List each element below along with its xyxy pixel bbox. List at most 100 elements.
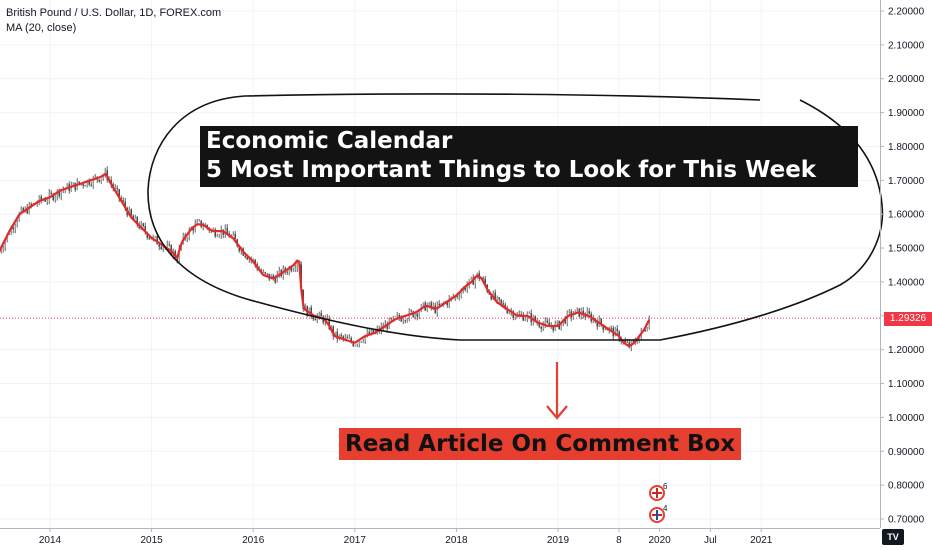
candle-body bbox=[482, 278, 484, 280]
candle-body bbox=[552, 326, 554, 331]
candle-body bbox=[186, 238, 188, 240]
candle-body bbox=[160, 246, 162, 250]
candle-body bbox=[430, 302, 432, 308]
candle-body bbox=[98, 179, 100, 182]
candle-body bbox=[4, 240, 6, 248]
candle-body bbox=[356, 344, 358, 346]
time-tick-label: 2020 bbox=[648, 535, 671, 546]
candle-body bbox=[542, 324, 544, 329]
candle-body bbox=[158, 244, 160, 247]
candle-body bbox=[414, 313, 416, 318]
candle-body bbox=[506, 309, 508, 314]
candle-body bbox=[418, 311, 420, 317]
candle-body bbox=[596, 321, 598, 327]
time-tick-label: 2019 bbox=[547, 535, 570, 546]
candle-body bbox=[460, 291, 462, 297]
candle-body bbox=[368, 331, 370, 335]
candle-body bbox=[528, 313, 530, 314]
candle-body bbox=[512, 311, 514, 319]
candle-body bbox=[364, 335, 366, 342]
candle-body bbox=[254, 259, 256, 265]
candle-body bbox=[632, 340, 634, 342]
tradingview-logo-icon[interactable]: TV bbox=[882, 529, 904, 545]
candle-body bbox=[390, 318, 392, 320]
candle-body bbox=[350, 338, 352, 343]
price-axis[interactable]: 2.20000 2.10000 2.00000 1.90000 1.80000 1.700… bbox=[880, 0, 925, 528]
candle-body bbox=[14, 225, 16, 230]
headline-line-1: Economic Calendar bbox=[206, 128, 453, 154]
candle-body bbox=[142, 223, 144, 227]
candle-body bbox=[606, 329, 608, 331]
candle-body bbox=[310, 307, 312, 317]
candle-body bbox=[494, 292, 496, 301]
candle-body bbox=[124, 201, 126, 209]
candle-body bbox=[432, 305, 434, 308]
candle-body bbox=[636, 342, 638, 344]
down-arrow-drawing[interactable] bbox=[546, 362, 568, 420]
candle-body bbox=[94, 176, 96, 178]
price-tick-label: 1.80000 bbox=[888, 142, 925, 153]
freehand-ellipse-drawing[interactable] bbox=[147, 93, 884, 341]
time-axis[interactable]: 2014 2015 2016 2017 2018 2019 8 2020 Jul 2021 bbox=[0, 528, 880, 546]
candle-body bbox=[318, 312, 320, 317]
candle-body bbox=[358, 341, 360, 345]
candle-body bbox=[132, 215, 134, 220]
candle-body bbox=[54, 196, 56, 200]
candle-body bbox=[312, 316, 314, 320]
candle-body bbox=[286, 271, 288, 273]
candle-body bbox=[188, 229, 190, 239]
candle-body bbox=[44, 200, 46, 202]
candle-body bbox=[648, 319, 650, 329]
event-count: 6 bbox=[663, 482, 668, 491]
candle-body bbox=[84, 185, 86, 187]
candle-body bbox=[514, 316, 516, 319]
candle-body bbox=[624, 340, 626, 343]
candle-body bbox=[78, 181, 80, 185]
candle-body bbox=[584, 315, 586, 318]
moving-average-line bbox=[0, 172, 651, 348]
candle-body bbox=[38, 196, 40, 204]
candle-body bbox=[428, 302, 430, 306]
candle-body bbox=[154, 236, 156, 238]
candle-body bbox=[484, 278, 486, 285]
indicator-label[interactable]: MA (20, close) bbox=[6, 22, 77, 34]
candle-body bbox=[130, 209, 132, 216]
candle-body bbox=[522, 314, 524, 321]
candle-body bbox=[140, 223, 142, 229]
economic-events-markers[interactable]: 64 bbox=[649, 482, 668, 523]
read-article-banner: Read Article On Comment Box bbox=[339, 428, 742, 460]
candle-body bbox=[50, 192, 52, 194]
price-tick-label: 0.80000 bbox=[888, 481, 925, 492]
headline-banner: Economic Calendar 5 Most Important Thing… bbox=[200, 126, 858, 187]
candle-body bbox=[2, 247, 4, 251]
us-flag-icon[interactable]: 4 bbox=[649, 504, 668, 523]
candle-body bbox=[266, 273, 268, 275]
candle-body bbox=[474, 277, 476, 285]
price-tick-label: 2.10000 bbox=[888, 40, 925, 51]
price-tick-label: 1.10000 bbox=[888, 379, 925, 390]
time-tick-label: 2021 bbox=[750, 535, 773, 546]
candle-body bbox=[556, 321, 558, 324]
candle-body bbox=[278, 270, 280, 275]
candle-body bbox=[60, 190, 62, 197]
candle-body bbox=[276, 274, 278, 283]
uk-flag-icon[interactable]: 6 bbox=[649, 482, 668, 501]
candle-body bbox=[394, 316, 396, 318]
candle-body bbox=[422, 302, 424, 305]
candle-body bbox=[220, 229, 222, 236]
candle-body bbox=[18, 212, 20, 222]
candle-body bbox=[586, 311, 588, 318]
candle-body bbox=[234, 233, 236, 240]
symbol-title[interactable]: British Pound / U.S. Dollar, 1D, FOREX.c… bbox=[6, 7, 222, 19]
candle-body bbox=[464, 287, 466, 291]
candle-body bbox=[176, 258, 178, 262]
candle-body bbox=[148, 237, 150, 239]
candle-body bbox=[134, 216, 136, 220]
candle-body bbox=[572, 314, 574, 318]
candle-body bbox=[214, 229, 216, 237]
candle-body bbox=[600, 318, 602, 325]
candle-body bbox=[518, 314, 520, 315]
candlestick-series bbox=[0, 166, 650, 352]
candle-body bbox=[196, 220, 198, 224]
